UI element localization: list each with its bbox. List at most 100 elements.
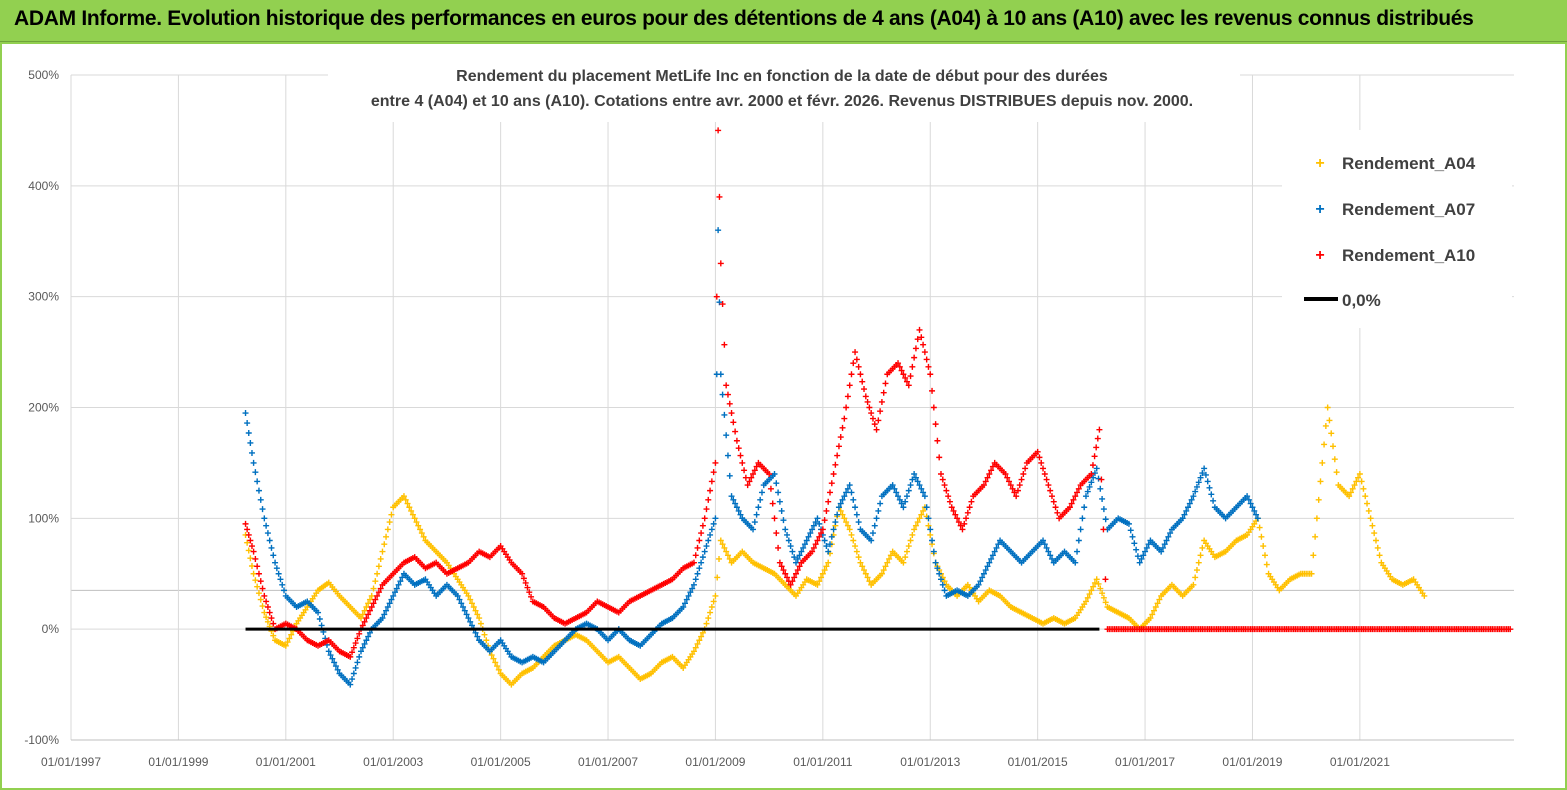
point-rendement-a10 xyxy=(372,596,379,603)
point-rendement-a10 xyxy=(936,454,943,461)
point-rendement-a07 xyxy=(272,559,279,566)
point-rendement-a04 xyxy=(468,600,475,607)
point-rendement-a04 xyxy=(1346,493,1353,500)
point-rendement-a10 xyxy=(263,598,270,605)
point-rendement-a04 xyxy=(850,537,857,544)
point-rendement-a04 xyxy=(1355,474,1362,481)
point-rendement-a04 xyxy=(379,548,386,555)
point-rendement-a04 xyxy=(492,659,499,666)
point-rendement-a10 xyxy=(255,570,262,577)
point-rendement-a07 xyxy=(392,589,399,596)
point-rendement-a07 xyxy=(816,520,823,527)
point-rendement-a10 xyxy=(744,482,751,489)
point-rendement-a04 xyxy=(1322,422,1329,429)
point-rendement-a04 xyxy=(1260,543,1267,550)
point-rendement-a07 xyxy=(979,574,986,581)
point-rendement-a07 xyxy=(984,563,991,570)
point-rendement-a04 xyxy=(472,607,479,614)
point-rendement-a10 xyxy=(1045,482,1052,489)
point-rendement-a07 xyxy=(350,670,357,677)
point-rendement-a07 xyxy=(823,543,830,550)
point-rendement-a10 xyxy=(895,360,902,367)
point-rendement-a07 xyxy=(1201,465,1208,472)
x-tick-label: 01/01/2005 xyxy=(471,755,531,769)
point-rendement-a10 xyxy=(1013,493,1020,500)
point-rendement-a07 xyxy=(805,533,812,540)
point-rendement-a07 xyxy=(785,537,792,544)
point-rendement-a10 xyxy=(242,520,249,527)
point-rendement-a10 xyxy=(1091,453,1098,460)
point-rendement-a07 xyxy=(930,548,937,555)
point-rendement-a07 xyxy=(386,600,393,607)
point-rendement-a07 xyxy=(1138,555,1145,562)
point-rendement-a04 xyxy=(1421,592,1428,599)
point-rendement-a04 xyxy=(404,500,411,507)
point-rendement-a10 xyxy=(1100,526,1107,533)
point-rendement-a10 xyxy=(690,559,697,566)
point-rendement-a10 xyxy=(708,478,715,485)
point-rendement-a07 xyxy=(472,629,479,636)
point-rendement-a04 xyxy=(916,515,923,522)
point-rendement-a07 xyxy=(357,648,364,655)
point-rendement-a04 xyxy=(1262,552,1268,559)
point-rendement-a07 xyxy=(914,478,921,485)
point-rendement-a07 xyxy=(810,522,817,529)
point-rendement-a07 xyxy=(832,519,839,526)
point-rendement-a04 xyxy=(494,663,501,670)
point-rendement-a04 xyxy=(370,585,377,592)
point-rendement-a10 xyxy=(954,515,961,522)
point-rendement-a10 xyxy=(375,589,382,596)
y-tick-label: 0% xyxy=(42,622,60,636)
point-rendement-a10 xyxy=(857,371,864,378)
point-rendement-a04 xyxy=(477,620,484,627)
point-rendement-a07 xyxy=(696,565,703,572)
point-rendement-a07 xyxy=(1190,493,1197,500)
point-rendement-a10 xyxy=(934,437,941,444)
point-rendement-a10 xyxy=(957,522,964,529)
point-rendement-a07 xyxy=(383,607,390,614)
point-rendement-a07 xyxy=(1143,544,1150,551)
point-rendement-a10 xyxy=(1036,454,1043,461)
point-rendement-a04 xyxy=(710,598,717,605)
point-rendement-a07 xyxy=(927,526,934,533)
point-rendement-a04 xyxy=(1312,533,1319,540)
point-rendement-a04 xyxy=(363,604,370,610)
point-rendement-a07 xyxy=(395,581,402,588)
point-rendement-a04 xyxy=(413,519,420,526)
point-rendement-a10 xyxy=(1038,459,1045,466)
point-rendement-a04 xyxy=(1156,596,1163,603)
point-rendement-a07 xyxy=(397,578,404,585)
point-rendement-a07 xyxy=(690,581,697,588)
point-rendement-a07 xyxy=(827,541,834,548)
point-rendement-a07 xyxy=(905,487,912,494)
point-rendement-a04 xyxy=(368,592,375,599)
point-rendement-a07 xyxy=(1253,511,1260,518)
point-rendement-a10 xyxy=(712,459,719,466)
point-rendement-a10 xyxy=(827,489,834,496)
point-rendement-a07 xyxy=(918,485,925,492)
point-rendement-a10 xyxy=(875,417,882,424)
point-rendement-a04 xyxy=(909,531,916,538)
point-rendement-a04 xyxy=(474,611,481,618)
point-rendement-a10 xyxy=(715,127,722,134)
point-rendement-a07 xyxy=(245,429,252,436)
point-rendement-a07 xyxy=(1140,552,1147,559)
point-rendement-a04 xyxy=(707,609,714,616)
point-rendement-a10 xyxy=(719,301,726,308)
legend-item-a07: + Rendement_A07 xyxy=(1315,200,1475,219)
point-rendement-a10 xyxy=(775,544,782,551)
point-rendement-a07 xyxy=(814,515,821,522)
point-rendement-a07 xyxy=(468,622,475,629)
point-rendement-a10 xyxy=(520,575,527,582)
point-rendement-a10 xyxy=(848,371,855,378)
point-rendement-a10 xyxy=(920,341,927,348)
point-rendement-a07 xyxy=(724,452,731,459)
point-rendement-a04 xyxy=(409,511,416,518)
point-rendement-a07 xyxy=(347,681,354,688)
point-rendement-a04 xyxy=(1376,552,1383,559)
point-rendement-a07 xyxy=(1206,484,1213,491)
point-rendement-a10 xyxy=(787,581,794,588)
point-rendement-a07 xyxy=(255,487,262,494)
point-rendement-a10 xyxy=(1040,465,1047,472)
point-rendement-a04 xyxy=(914,519,921,526)
